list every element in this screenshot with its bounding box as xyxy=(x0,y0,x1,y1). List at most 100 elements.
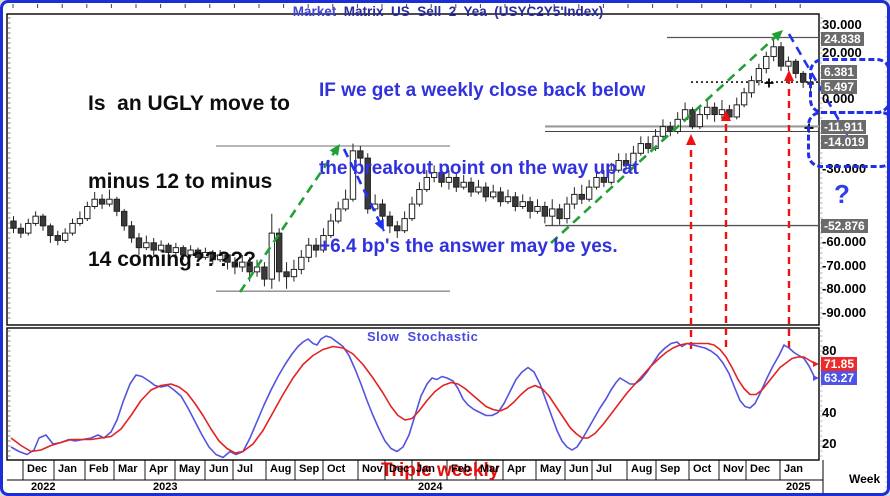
candle-body xyxy=(593,176,600,188)
candle-body xyxy=(69,222,76,234)
candle-body xyxy=(490,191,497,198)
x-axis-month-label: Dec xyxy=(750,463,771,475)
stoch-axis-label: 20 xyxy=(822,436,837,451)
x-axis-year-label: 2023 xyxy=(153,481,178,493)
bluenote-line1: IF we get a weekly close back below xyxy=(319,80,646,101)
candle-body xyxy=(770,46,777,57)
candle-body xyxy=(76,218,84,224)
candle-body xyxy=(667,126,674,132)
candle-body xyxy=(711,106,718,116)
x-axis-month-label: Feb xyxy=(451,463,471,475)
x-axis-month-label: Dec xyxy=(389,463,410,475)
candle-body xyxy=(585,186,593,200)
x-axis-month-label: Jan xyxy=(58,463,77,475)
candle-body xyxy=(512,196,519,208)
question-mark-annotation: ? xyxy=(834,179,850,209)
bluenote-line2: the breakout point on the way up at xyxy=(319,158,639,179)
candle-body xyxy=(261,266,268,280)
x-axis-month-label: Apr xyxy=(149,463,168,475)
candle-body xyxy=(696,114,704,128)
candle-body xyxy=(556,208,563,220)
chart-canvas xyxy=(6,4,887,493)
candle-body xyxy=(187,249,194,256)
candle-body xyxy=(224,254,231,263)
candle-body xyxy=(17,227,25,234)
candle-body xyxy=(342,198,349,210)
main-panel-box xyxy=(6,13,820,326)
x-axis-month-label: Jul xyxy=(596,463,612,475)
annotation-breakout-note: IF we get a weekly close back below the … xyxy=(319,26,645,312)
candle-body xyxy=(150,242,157,251)
candle-body xyxy=(84,206,91,220)
candle-body xyxy=(128,225,135,239)
x-axis-month-label: Jul xyxy=(237,463,253,475)
candle-body xyxy=(423,176,430,191)
candle-body xyxy=(497,191,504,203)
candle-body xyxy=(644,143,652,149)
candle-body xyxy=(54,235,61,241)
candle-body xyxy=(364,157,371,210)
candle-body xyxy=(740,92,748,106)
candle-body xyxy=(283,271,290,278)
stoch-axis-label: 80 xyxy=(822,343,837,358)
divergence-signal-arrowhead xyxy=(686,134,696,145)
x-axis-year-label: 2025 xyxy=(786,481,811,493)
candle-body xyxy=(61,232,69,241)
candle-body xyxy=(98,198,106,205)
chart-title: Market Matrix US Sell 2 Yea (USYC2Y5'Ind… xyxy=(3,4,887,19)
candle-body xyxy=(194,249,202,258)
candle-body xyxy=(143,242,150,249)
candle-body xyxy=(209,251,216,261)
candle-body xyxy=(615,160,622,171)
downswing-2023-line xyxy=(342,148,386,232)
candle-body xyxy=(608,169,615,183)
candle-body xyxy=(563,203,571,220)
candle-body xyxy=(526,201,534,212)
candle-body xyxy=(157,244,165,251)
highlight-box-target-values xyxy=(807,111,887,168)
price-axis-label: -90.000 xyxy=(822,305,867,320)
stoch-value-badge: 71.85 xyxy=(821,357,858,371)
candle-body xyxy=(408,203,416,220)
candle-body xyxy=(106,198,113,205)
candle-body xyxy=(763,55,770,70)
divergence-line1: Triple weekly xyxy=(381,460,500,481)
x-axis-month-label: Sep xyxy=(299,463,320,475)
candle-body xyxy=(482,186,490,198)
price-value-badge: 5.497 xyxy=(821,80,858,94)
candle-body xyxy=(785,60,792,67)
candle-body xyxy=(689,109,696,128)
last-price-cross xyxy=(764,78,774,88)
candle-body xyxy=(571,193,578,205)
divergence-signal-arrowhead xyxy=(784,70,794,81)
stoch-k-marker xyxy=(813,375,819,381)
price-axis-label: -70.000 xyxy=(822,258,867,273)
annotation-divergence: Triple weekly momentum divergence xyxy=(381,398,589,493)
candle-body xyxy=(268,232,276,280)
candle-body xyxy=(327,220,335,237)
price-axis-label: -60.000 xyxy=(822,234,867,249)
candle-body xyxy=(534,206,541,212)
candle-body xyxy=(504,196,512,203)
candle-body xyxy=(445,176,453,183)
x-axis-month-label: May xyxy=(540,463,562,475)
x-axis-month-label: Oct xyxy=(693,463,712,475)
annotation-headline: Is an UGLY move to minus 12 to minus 14 … xyxy=(88,39,290,325)
candle-body xyxy=(453,176,460,188)
candle-body xyxy=(305,244,312,258)
candle-body xyxy=(630,152,637,166)
divergence-signal-arrowhead xyxy=(721,110,731,121)
x-axis-month-label: Jun xyxy=(569,463,589,475)
bluenote-line3: +6.4 bp's the answer may be yes. xyxy=(319,236,618,257)
uptrend-2023-arrowhead xyxy=(329,144,340,156)
x-axis-month-label: Nov xyxy=(723,463,744,475)
candle-body xyxy=(298,256,305,270)
price-value-badge: 24.838 xyxy=(821,32,864,46)
candle-body xyxy=(202,251,209,258)
x-axis-month-label: Jun xyxy=(209,463,229,475)
candle-body xyxy=(733,104,740,118)
candle-body xyxy=(275,232,283,273)
candle-body xyxy=(172,247,180,253)
x-axis-month-label: Mar xyxy=(480,463,500,475)
